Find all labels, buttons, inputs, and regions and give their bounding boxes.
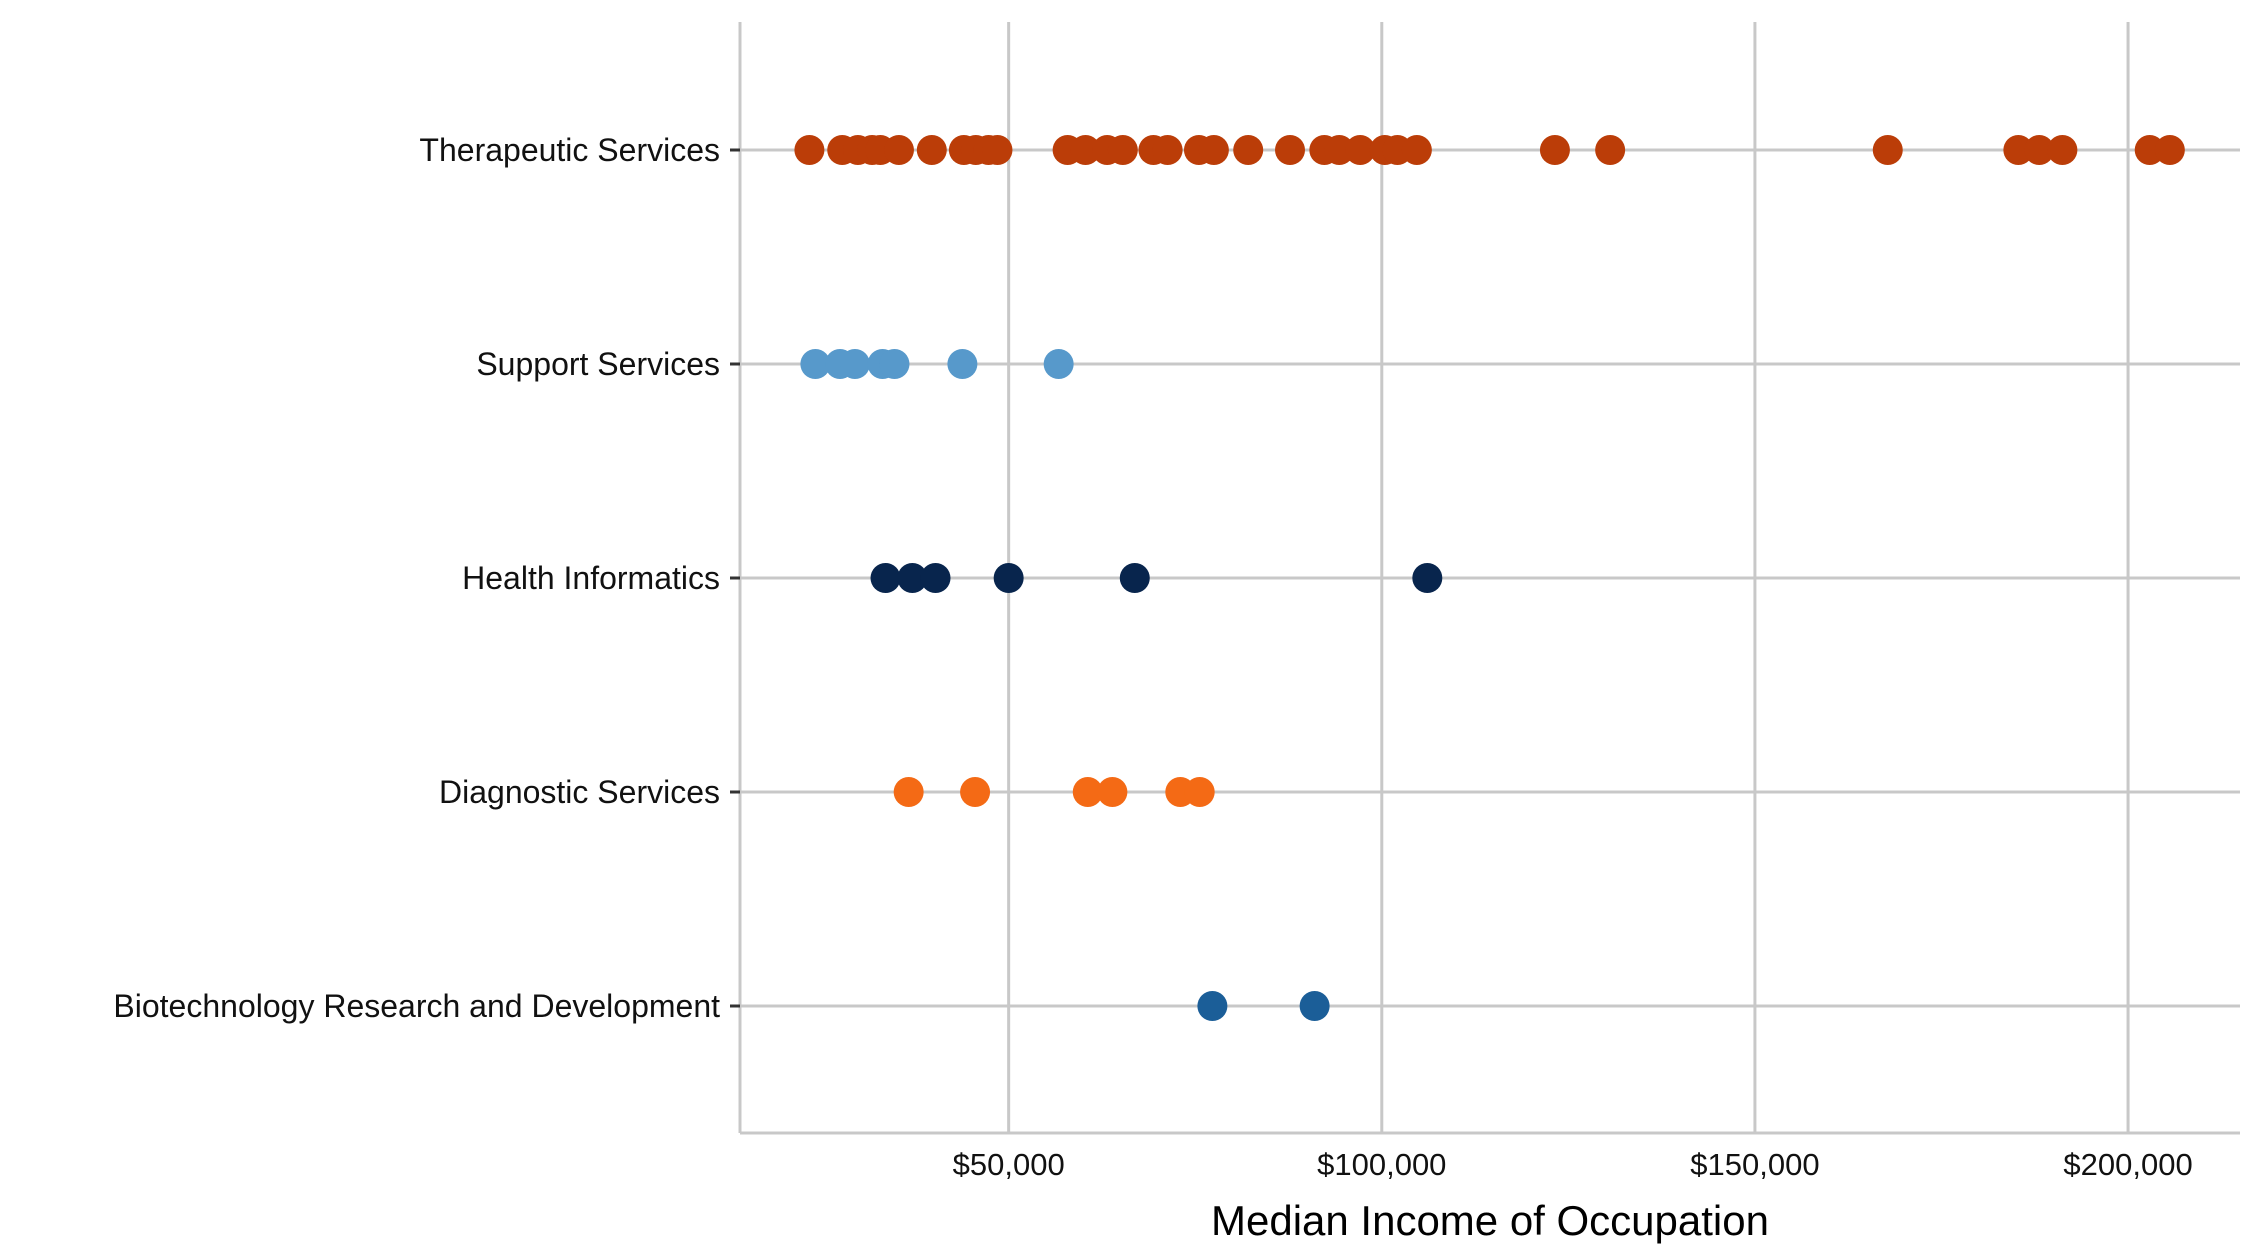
x-tick-label: $200,000 xyxy=(2063,1147,2192,1182)
data-point xyxy=(879,349,910,379)
data-point xyxy=(1152,135,1183,165)
data-point xyxy=(1412,563,1443,593)
y-axis-ticks xyxy=(730,148,740,1008)
data-point xyxy=(1043,349,1074,379)
data-point xyxy=(1233,135,1264,165)
y-axis-category-labels: Therapeutic Services Support Services Heal… xyxy=(113,132,720,1024)
data-point xyxy=(1072,777,1103,807)
data-point xyxy=(1197,991,1228,1021)
data-point xyxy=(2154,135,2185,165)
data-point xyxy=(1872,135,1903,165)
data-point xyxy=(883,135,914,165)
x-tick-label: $50,000 xyxy=(953,1147,1065,1182)
data-points xyxy=(794,135,2185,1021)
y-category-label: Diagnostic Services xyxy=(439,774,720,810)
data-point xyxy=(1107,135,1138,165)
data-point xyxy=(870,563,901,593)
data-point xyxy=(1097,777,1128,807)
horizontal-gridlines xyxy=(740,148,2240,1008)
data-point xyxy=(2047,135,2078,165)
y-category-label: Health Informatics xyxy=(462,560,720,596)
data-point xyxy=(897,563,928,593)
data-point xyxy=(1275,135,1305,165)
data-point xyxy=(1595,135,1626,165)
data-point xyxy=(1070,135,1101,165)
data-point xyxy=(1299,991,1330,1021)
data-point xyxy=(1539,135,1570,165)
data-point xyxy=(1345,135,1376,165)
data-point xyxy=(1184,777,1215,807)
x-axis-title: Median Income of Occupation xyxy=(1211,1197,1769,1244)
data-point xyxy=(1324,135,1355,165)
data-point xyxy=(1198,135,1229,165)
data-point xyxy=(794,135,825,165)
data-point xyxy=(1401,135,1432,165)
x-tick-label: $150,000 xyxy=(1690,1147,1819,1182)
data-point xyxy=(800,349,831,379)
y-category-label: Therapeutic Services xyxy=(419,132,720,168)
data-point xyxy=(839,349,870,379)
y-category-label: Biotechnology Research and Development xyxy=(113,988,720,1024)
x-axis-tick-labels: $50,000 $100,000 $150,000 $200,000 xyxy=(953,1147,2193,1182)
data-point xyxy=(2024,135,2055,165)
data-point xyxy=(920,563,951,593)
data-point xyxy=(1119,563,1150,593)
data-point xyxy=(893,777,924,807)
x-tick-label: $100,000 xyxy=(1317,1147,1446,1182)
data-point xyxy=(960,777,991,807)
data-point xyxy=(916,135,947,165)
data-point xyxy=(2003,135,2034,165)
data-point xyxy=(993,563,1024,593)
y-category-label: Support Services xyxy=(476,346,720,382)
data-point xyxy=(982,135,1013,165)
data-point xyxy=(947,349,978,379)
